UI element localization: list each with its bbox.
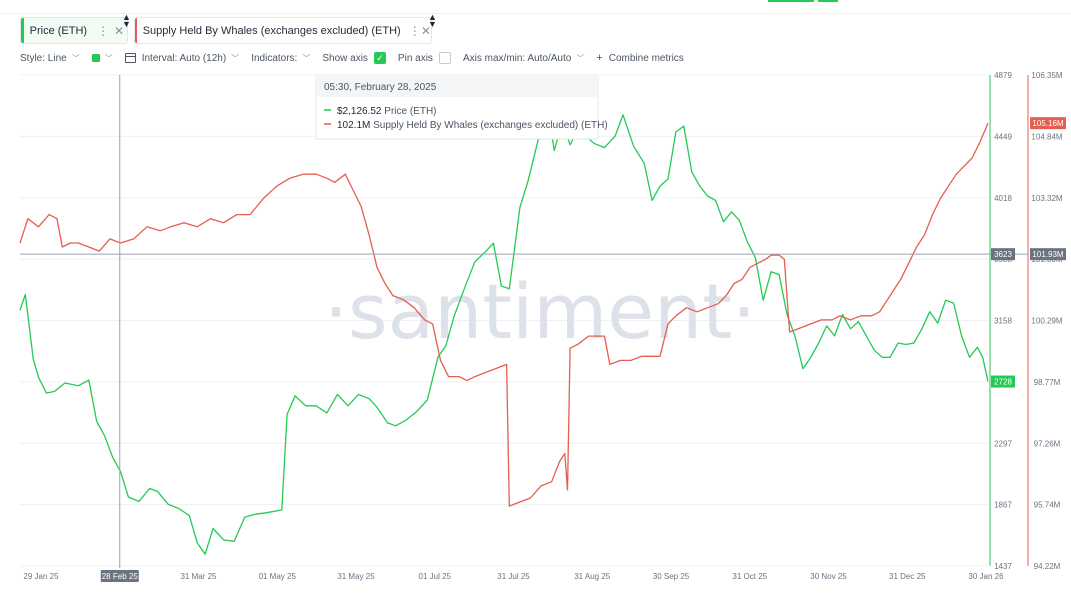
chart-toolbar: Style: Line ﹀ ﹀ Interval: Auto (12h) ﹀ I… xyxy=(20,50,696,66)
top-action-button[interactable] xyxy=(768,0,814,2)
whales-tick-label: 98.77M xyxy=(1034,378,1061,387)
drag-handle-icon[interactable]: ▲ ▼ xyxy=(428,12,437,29)
pin-axis-label: Pin axis xyxy=(397,52,433,64)
x-tick-label: 30 Jan 26 xyxy=(968,572,1004,581)
chart-axes: 487944494018358831582728229718671437106.… xyxy=(989,71,1063,571)
x-tick-label: 29 Jan 25 xyxy=(23,572,59,581)
whales-tick-label: 97.26M xyxy=(1034,439,1061,448)
x-tick-label: 01 May 25 xyxy=(259,572,297,581)
whales-last-badge: 105.16M xyxy=(1032,119,1063,128)
chart-crosshair: 3623 101.93M 2728 105.16M xyxy=(20,75,1066,568)
color-swatch xyxy=(91,54,100,62)
interval-dropdown[interactable]: Interval: Auto (12h) ﹀ xyxy=(124,52,240,64)
price-hover-badge: 3623 xyxy=(994,250,1012,259)
tooltip-whales-row: 102.1M Supply Held By Whales (exchanges … xyxy=(337,120,608,131)
tooltip-date: 05:30, February 28, 2025 xyxy=(324,82,437,93)
metric-label: Supply Held By Whales (exchanges exclude… xyxy=(142,24,401,37)
style-dropdown[interactable]: Style: Line ﹀ xyxy=(20,53,80,64)
plus-icon: + xyxy=(596,52,603,64)
x-hover-label: 28 Feb 25 xyxy=(102,572,139,581)
whales-hover-badge: 101.93M xyxy=(1032,250,1063,259)
x-tick-label: 30 Nov 25 xyxy=(810,572,847,581)
whales-last-badge-bg xyxy=(1030,117,1066,130)
x-tick-label: 01 Jul 25 xyxy=(419,572,452,581)
axis-minmax-dropdown[interactable]: Axis max/min: Auto/Auto ﹀ xyxy=(463,53,584,64)
price-tick-label: 1867 xyxy=(994,501,1012,510)
metric-color-bar xyxy=(135,18,137,43)
hover-tooltip: 05:30, February 28, 2025 $2,126.52 Price… xyxy=(315,74,608,140)
x-tick-label: 31 Mar 25 xyxy=(180,572,217,581)
chevron-down-icon: ﹀ xyxy=(576,53,585,63)
price-tick-label: 4449 xyxy=(994,132,1012,141)
x-tick-label: 30 Sep 25 xyxy=(653,572,690,581)
more-vertical-icon[interactable]: ⋮ xyxy=(408,23,421,38)
price-tick-label: 2297 xyxy=(994,439,1012,448)
chevron-down-icon: ﹀ xyxy=(104,53,113,63)
tooltip-whales-label: Supply Held By Whales (exchanges exclude… xyxy=(373,120,608,131)
whales-tick-label: 106.35M xyxy=(1031,71,1062,80)
tooltip-whales-value: 102.1M xyxy=(337,120,370,131)
chevron-down-icon: ﹀ xyxy=(302,53,311,63)
x-tick-label: 31 May 25 xyxy=(337,572,375,581)
watermark: ·santiment· xyxy=(324,267,756,356)
price-tick-label: 4879 xyxy=(994,71,1012,80)
chevron-down-icon: ﹀ xyxy=(71,53,80,63)
price-tick-label: 3158 xyxy=(994,317,1012,326)
metric-tab-whales[interactable]: Supply Held By Whales (exchanges exclude… xyxy=(134,17,432,44)
calendar-icon xyxy=(124,53,136,63)
tooltip-price-row: $2,126.52 Price (ETH) xyxy=(337,106,437,117)
price-tick-label: 1437 xyxy=(994,562,1012,571)
show-axis-label: Show axis xyxy=(322,52,368,64)
whales-tick-label: 94.22M xyxy=(1034,562,1061,571)
axis-minmax-label: Axis max/min: Auto/Auto xyxy=(462,52,572,64)
x-axis: 29 Jan 25 28 Feb 25 31 Mar 25 01 May 25 31 M… xyxy=(23,570,1004,582)
combine-metrics-button[interactable]: + Combine metrics xyxy=(596,52,683,64)
metric-tab-price[interactable]: Price (ETH) ⋮ ✕ xyxy=(20,17,128,44)
price-hover-badge-bg xyxy=(991,248,1015,261)
tooltip-price-value: $2,126.52 xyxy=(337,106,382,117)
style-label: Style: Line xyxy=(20,52,67,64)
whales-tick-label: 95.74M xyxy=(1034,501,1061,510)
drag-handle-icon[interactable]: ▲ ▼ xyxy=(122,12,131,29)
x-hover-label-bg xyxy=(100,570,139,582)
tooltip-price-label: Price (ETH) xyxy=(384,106,436,117)
top-action-button-2[interactable] xyxy=(818,0,838,2)
x-tick-label: 31 Oct 25 xyxy=(732,572,767,581)
x-tick-label: 31 Aug 25 xyxy=(574,572,611,581)
checkbox-unchecked-icon[interactable] xyxy=(438,52,451,64)
metric-color-bar xyxy=(21,18,24,43)
color-picker[interactable]: ﹀ xyxy=(91,53,113,64)
interval-label: Interval: Auto (12h) xyxy=(141,52,227,64)
metric-label: Price (ETH) xyxy=(29,24,88,37)
show-axis-toggle[interactable]: Show axis ✓ xyxy=(322,52,386,64)
chart-canvas[interactable]: ·santiment· 4879444940183588315827282297… xyxy=(0,68,1071,600)
indicators-dropdown[interactable]: Indicators: ﹀ xyxy=(251,53,310,64)
pin-axis-toggle[interactable]: Pin axis xyxy=(398,52,451,64)
close-icon[interactable]: ✕ xyxy=(113,23,125,38)
x-tick-label: 31 Dec 25 xyxy=(889,572,926,581)
tooltip-header xyxy=(316,75,598,97)
x-tick-label: 31 Jul 25 xyxy=(497,572,530,581)
indicators-label: Indicators: xyxy=(251,52,298,64)
checkbox-checked-icon[interactable]: ✓ xyxy=(373,52,386,64)
combine-label: Combine metrics xyxy=(608,52,684,64)
more-vertical-icon[interactable]: ⋮ xyxy=(97,23,110,38)
whales-line xyxy=(19,122,989,507)
price-last-badge-bg xyxy=(991,375,1015,388)
price-tick-label: 4018 xyxy=(994,194,1012,203)
whales-tick-label: 100.29M xyxy=(1031,317,1062,326)
whales-tick-label: 104.84M xyxy=(1031,132,1062,141)
whales-hover-badge-bg xyxy=(1030,248,1066,261)
whales-tick-label: 103.32M xyxy=(1031,194,1062,203)
top-strip xyxy=(0,0,1071,14)
chevron-down-icon: ﹀ xyxy=(231,53,240,63)
close-icon[interactable]: ✕ xyxy=(420,23,431,38)
price-last-badge: 2728 xyxy=(994,378,1012,387)
